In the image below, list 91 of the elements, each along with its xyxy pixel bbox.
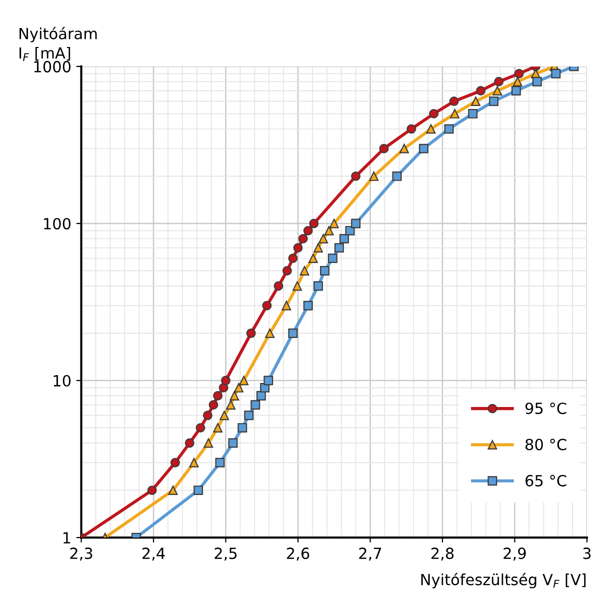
- point: [308, 254, 318, 264]
- point: [265, 328, 275, 338]
- point: [532, 76, 542, 86]
- point: [470, 96, 480, 106]
- point: [340, 234, 349, 244]
- point: [328, 254, 338, 264]
- point: [303, 300, 313, 310]
- point: [298, 234, 308, 244]
- y-tick-label: 100: [44, 218, 71, 230]
- point: [318, 234, 328, 244]
- point: [468, 108, 478, 118]
- x-tick-label: 2,7: [359, 548, 382, 561]
- point: [234, 382, 244, 392]
- point: [230, 391, 240, 400]
- point: [351, 171, 361, 181]
- point: [444, 124, 454, 134]
- point: [449, 96, 459, 106]
- point: [309, 218, 319, 228]
- point: [264, 376, 274, 386]
- point: [476, 86, 486, 96]
- x-tick-label: 2,9: [504, 548, 526, 561]
- point: [320, 266, 330, 276]
- point: [274, 281, 284, 291]
- point: [288, 254, 298, 264]
- y-axis-title: Nyitóáram I$_{F}$ [mA]: [20, 26, 97, 62]
- point: [250, 400, 260, 410]
- point: [196, 423, 206, 433]
- point: [399, 144, 409, 154]
- point: [239, 376, 249, 386]
- point: [313, 243, 323, 253]
- point: [213, 391, 223, 400]
- x-tick-label: 2,6: [286, 548, 310, 561]
- point: [208, 400, 218, 410]
- point: [215, 458, 225, 468]
- point: [226, 400, 236, 410]
- point: [418, 144, 428, 154]
- x-tick-label: 2,4: [142, 548, 165, 561]
- point: [189, 458, 199, 468]
- point: [313, 281, 323, 291]
- point: [292, 281, 302, 291]
- point: [426, 124, 436, 134]
- y-tick-label: 1: [64, 532, 70, 544]
- point: [351, 218, 361, 228]
- point: [379, 144, 389, 154]
- point: [221, 376, 230, 386]
- x-tick-label: 2,8: [431, 548, 454, 561]
- point: [329, 218, 339, 228]
- point: [204, 438, 214, 448]
- point: [492, 86, 502, 96]
- x-axis-title: Nyitófeszültség V$_{F}$ [V]: [421, 572, 586, 588]
- point: [244, 410, 254, 420]
- point: [170, 458, 180, 468]
- point: [489, 96, 498, 106]
- legend-label: 65 °C: [526, 474, 566, 486]
- point: [147, 486, 157, 496]
- point: [324, 226, 334, 236]
- x-tick-label: 3: [583, 548, 591, 560]
- point: [256, 391, 266, 400]
- point: [220, 410, 230, 420]
- point: [392, 171, 402, 181]
- x-tick-label: 2,3: [70, 548, 92, 561]
- point: [334, 243, 344, 253]
- legend-label: 95 °C: [525, 402, 566, 414]
- y-tick-label: 1000: [34, 60, 71, 72]
- point: [288, 328, 298, 338]
- point: [282, 300, 292, 310]
- point: [406, 124, 416, 134]
- point: [238, 423, 248, 433]
- point: [512, 76, 522, 86]
- point: [514, 68, 524, 78]
- point: [262, 300, 272, 310]
- point: [168, 486, 178, 496]
- point: [202, 410, 212, 420]
- x-tick-label: 2,5: [214, 548, 237, 561]
- y-tick-label: 10: [54, 374, 71, 387]
- point: [429, 108, 439, 118]
- point: [511, 86, 521, 96]
- point: [300, 266, 310, 276]
- point: [551, 68, 561, 78]
- point: [228, 438, 238, 448]
- legend-label: 80 °C: [526, 438, 566, 450]
- point: [494, 76, 504, 86]
- point: [369, 171, 379, 181]
- point: [194, 486, 204, 496]
- point: [303, 226, 313, 236]
- point: [184, 438, 194, 448]
- point: [213, 423, 223, 433]
- point: [450, 108, 460, 118]
- point: [246, 328, 256, 338]
- point: [293, 243, 303, 253]
- point: [282, 266, 292, 276]
